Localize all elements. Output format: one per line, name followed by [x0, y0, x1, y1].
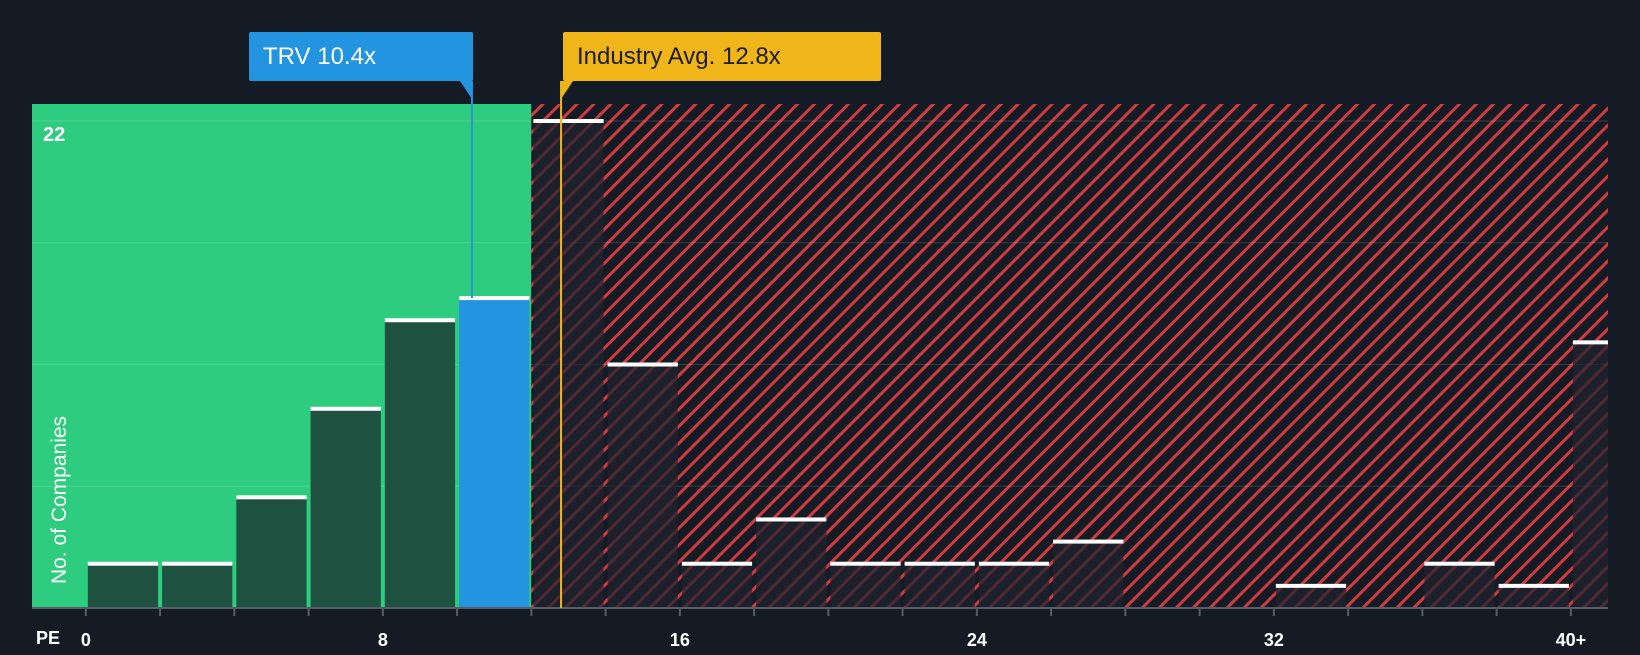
- x-tick-label: 0: [81, 630, 91, 650]
- histogram-bar: [459, 298, 530, 608]
- histogram-bar: [1572, 342, 1608, 608]
- x-tick-label: 24: [967, 630, 987, 650]
- company-pe-callout: TRV 10.4x: [249, 32, 473, 81]
- bar-top-cap: [384, 318, 456, 323]
- y-max-tick-label: 22: [43, 124, 66, 146]
- histogram-bar: [607, 364, 678, 608]
- bar-top-cap: [830, 561, 901, 566]
- bar-top-cap: [87, 561, 159, 566]
- bar-top-cap: [1424, 561, 1495, 566]
- bar-top-cap: [236, 495, 307, 500]
- overvalued-zone: [531, 104, 1608, 608]
- histogram-bar: [310, 408, 381, 608]
- x-axis-label: PE: [36, 628, 61, 648]
- bar-top-cap: [459, 296, 530, 301]
- histogram-bar: [830, 563, 901, 608]
- bar-top-cap: [978, 561, 1050, 566]
- bar-top-cap: [162, 561, 233, 566]
- bar-top-cap: [533, 119, 604, 123]
- bar-top-cap: [1572, 340, 1608, 345]
- bar-top-cap: [1275, 583, 1347, 588]
- bar-top-cap: [310, 406, 381, 411]
- y-axis-label: No. of Companies: [48, 415, 71, 585]
- x-tick-label: 8: [378, 630, 388, 650]
- histogram-bar: [162, 563, 233, 608]
- bar-top-cap: [756, 517, 827, 522]
- bar-top-cap: [681, 561, 753, 566]
- company-pe-label: TRV 10.4x: [263, 43, 376, 70]
- histogram-bar: [1424, 563, 1495, 608]
- histogram-bar: [756, 519, 827, 608]
- bar-top-cap: [1053, 539, 1124, 544]
- histogram-bar: [1053, 541, 1124, 608]
- industry-avg-callout: Industry Avg. 12.8x: [563, 32, 881, 81]
- bar-top-cap: [904, 561, 975, 566]
- histogram-bar: [384, 320, 456, 608]
- industry-callout-pointer: [561, 81, 574, 99]
- histogram-bar: [978, 563, 1050, 608]
- histogram-bar: [904, 563, 975, 608]
- x-tick-label: 40+: [1556, 630, 1587, 650]
- x-tick-label: 16: [670, 630, 690, 650]
- bar-top-cap: [607, 362, 678, 367]
- histogram-bar: [236, 497, 307, 608]
- histogram-bar: [533, 121, 604, 608]
- industry-avg-label: Industry Avg. 12.8x: [577, 43, 781, 70]
- x-tick-label: 32: [1264, 630, 1284, 650]
- company-callout-pointer: [459, 81, 472, 99]
- bar-top-cap: [1498, 583, 1569, 588]
- histogram-bar: [1275, 585, 1347, 608]
- histogram-bar: [87, 563, 159, 608]
- histogram-bar: [681, 563, 753, 608]
- histogram-bar: [1498, 585, 1569, 608]
